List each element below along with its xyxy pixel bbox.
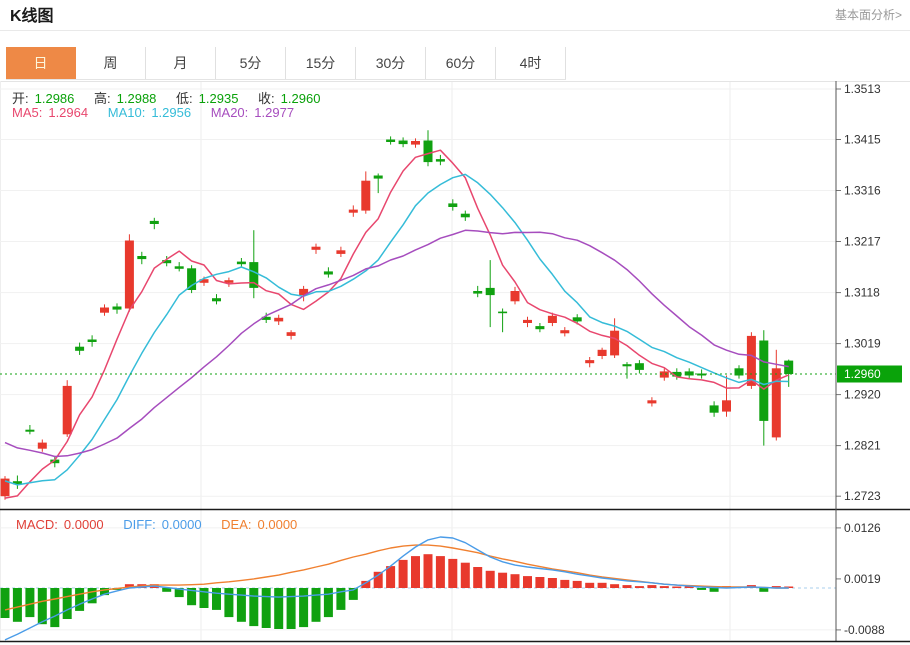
- macd-axis-label: -0.0088: [844, 623, 885, 637]
- tab-4时[interactable]: 4时: [496, 47, 566, 79]
- price-axis-label: 1.3513: [844, 82, 881, 96]
- macd-histogram: [0, 554, 794, 629]
- fundamental-analysis-link[interactable]: 基本面分析>: [834, 8, 902, 22]
- chart-area[interactable]: 1.3513 1.3415 1.3316 1.3217 1.3118 1.3019 1.29…: [0, 81, 910, 643]
- tab-60分[interactable]: 60分: [426, 47, 496, 79]
- header-divider: [0, 30, 910, 31]
- chart-svg[interactable]: 1.3513 1.3415 1.3316 1.3217 1.3118 1.3019 1.29…: [0, 81, 910, 643]
- current-price-tag-label: 1.2960: [844, 367, 881, 381]
- ma10-line: [4, 173, 789, 486]
- price-axis-label: 1.3415: [844, 133, 881, 147]
- tab-周[interactable]: 周: [76, 47, 146, 79]
- timeframe-tabstrip: 日周月 5分 15分 30分 60分 4时: [6, 47, 566, 80]
- price-axis-label: 1.2821: [844, 439, 881, 453]
- price-axis-label: 1.3118: [844, 286, 880, 300]
- price-axis-label: 1.2723: [844, 489, 881, 503]
- tab-日[interactable]: 日: [6, 47, 76, 79]
- price-axis-label: 1.3217: [844, 235, 881, 249]
- ma5-line: [4, 149, 789, 499]
- macd-axis-label: 0.0126: [844, 521, 881, 535]
- dea-line: [4, 544, 789, 611]
- page-title: K线图: [10, 8, 54, 25]
- tab-5分[interactable]: 5分: [216, 47, 286, 79]
- macd-axis-label: 0.0019: [844, 572, 881, 586]
- tab-30分[interactable]: 30分: [356, 47, 426, 79]
- candles-group: [0, 130, 794, 500]
- tab-15分[interactable]: 15分: [286, 47, 356, 79]
- price-axis-label: 1.3316: [844, 184, 881, 198]
- price-axis-label: 1.3019: [844, 337, 881, 351]
- price-axis-label: 1.2920: [844, 388, 881, 402]
- ma20-line: [4, 229, 789, 458]
- diff-line: [4, 536, 789, 641]
- current-price-tag: [837, 365, 902, 383]
- tab-月[interactable]: 月: [146, 47, 216, 79]
